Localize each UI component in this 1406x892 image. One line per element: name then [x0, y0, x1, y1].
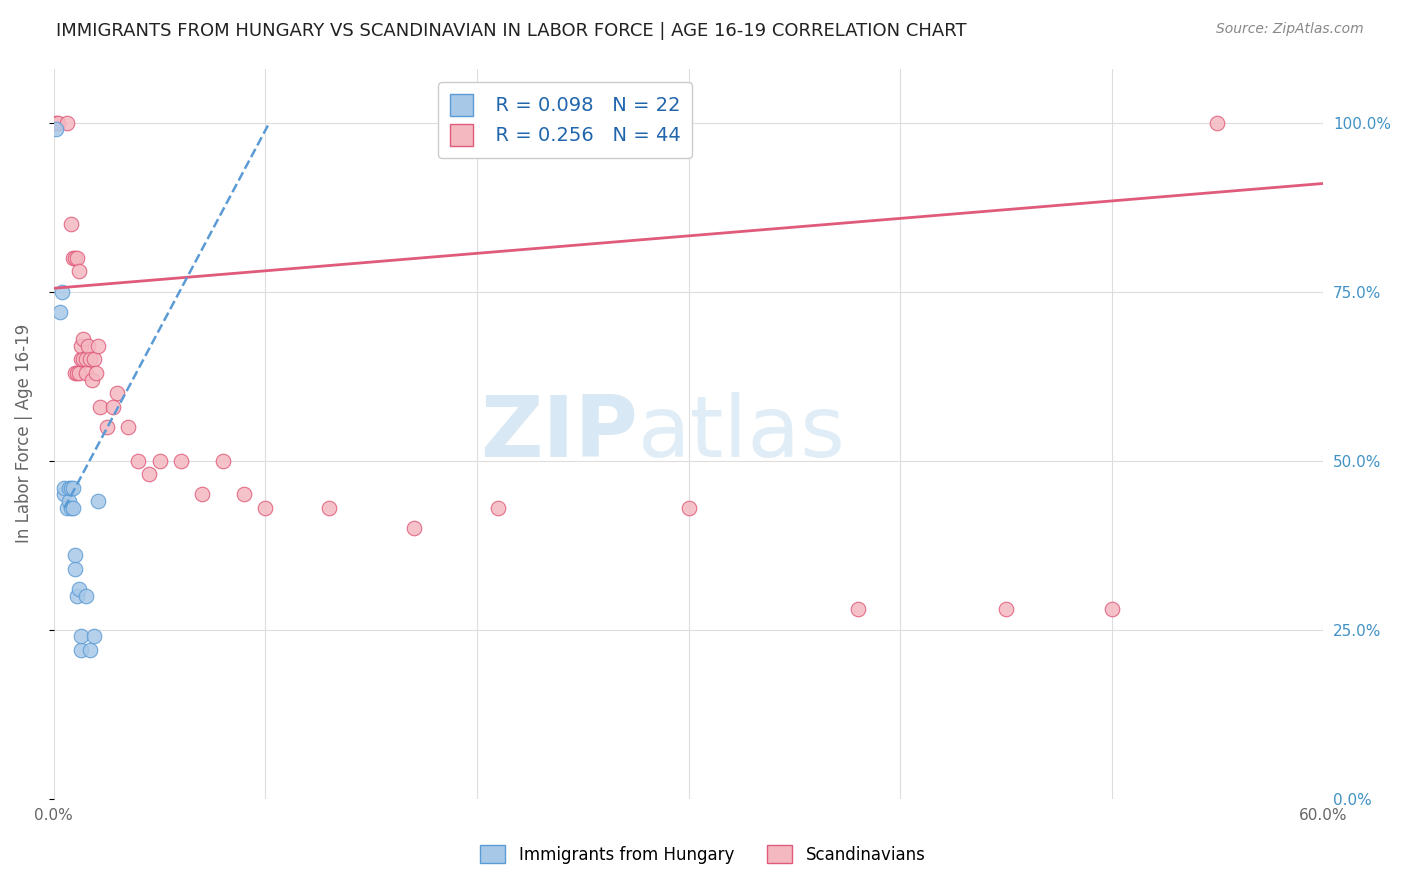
Point [212, 453, 235, 467]
Point [59, 481, 82, 495]
Point [846, 602, 869, 616]
Point [63, 562, 86, 576]
Point [67, 582, 90, 596]
Point [87, 339, 110, 353]
Point [66, 251, 89, 265]
Point [53, 487, 76, 501]
Y-axis label: In Labor Force | Age 16-19: In Labor Force | Age 16-19 [15, 324, 32, 543]
Point [55, 501, 77, 516]
Point [89, 400, 111, 414]
Point [191, 487, 214, 501]
Point [79, 643, 101, 657]
Point [318, 501, 340, 516]
Point [233, 487, 256, 501]
Point [149, 453, 172, 467]
Point [63, 366, 86, 380]
Point [58, 494, 80, 508]
Point [70, 630, 93, 644]
Point [58, 481, 80, 495]
Point [117, 420, 139, 434]
Point [63, 549, 86, 563]
Point [59, 501, 82, 516]
Point [80, 373, 103, 387]
Point [59, 217, 82, 231]
Point [76, 339, 98, 353]
Point [62, 251, 84, 265]
Point [67, 366, 90, 380]
Point [62, 501, 84, 516]
Point [55, 115, 77, 129]
Point [1206, 115, 1229, 129]
Point [70, 339, 93, 353]
Point [66, 589, 89, 603]
Point [87, 494, 110, 508]
Point [63, 251, 86, 265]
Point [51, 285, 73, 299]
Point [1101, 602, 1123, 616]
Point [75, 589, 97, 603]
Text: IMMIGRANTS FROM HUNGARY VS SCANDINAVIAN IN LABOR FORCE | AGE 16-19 CORRELATION C: IMMIGRANTS FROM HUNGARY VS SCANDINAVIAN … [56, 22, 967, 40]
Point [254, 501, 277, 516]
Point [79, 352, 101, 367]
Point [105, 386, 128, 401]
Point [83, 352, 105, 367]
Point [72, 352, 94, 367]
Point [127, 453, 149, 467]
Point [62, 481, 84, 495]
Point [138, 467, 160, 482]
Point [170, 453, 193, 467]
Point [75, 352, 97, 367]
Point [67, 264, 90, 278]
Point [101, 400, 124, 414]
Point [46, 115, 69, 129]
Legend: Immigrants from Hungary, Scandinavians: Immigrants from Hungary, Scandinavians [474, 838, 932, 871]
Point [678, 501, 700, 516]
Point [49, 305, 72, 319]
Text: Source: ZipAtlas.com: Source: ZipAtlas.com [1216, 22, 1364, 37]
Point [45, 122, 67, 136]
Point [402, 521, 425, 535]
Point [486, 501, 509, 516]
Legend:   R = 0.098   N = 22,   R = 0.256   N = 44: R = 0.098 N = 22, R = 0.256 N = 44 [439, 82, 692, 158]
Point [72, 332, 94, 346]
Point [53, 481, 76, 495]
Point [70, 352, 93, 367]
Point [70, 643, 93, 657]
Point [994, 602, 1017, 616]
Text: ZIP: ZIP [479, 392, 638, 475]
Point [66, 366, 89, 380]
Point [83, 630, 105, 644]
Text: atlas: atlas [638, 392, 846, 475]
Point [84, 366, 107, 380]
Point [45, 115, 67, 129]
Point [75, 366, 97, 380]
Point [96, 420, 118, 434]
